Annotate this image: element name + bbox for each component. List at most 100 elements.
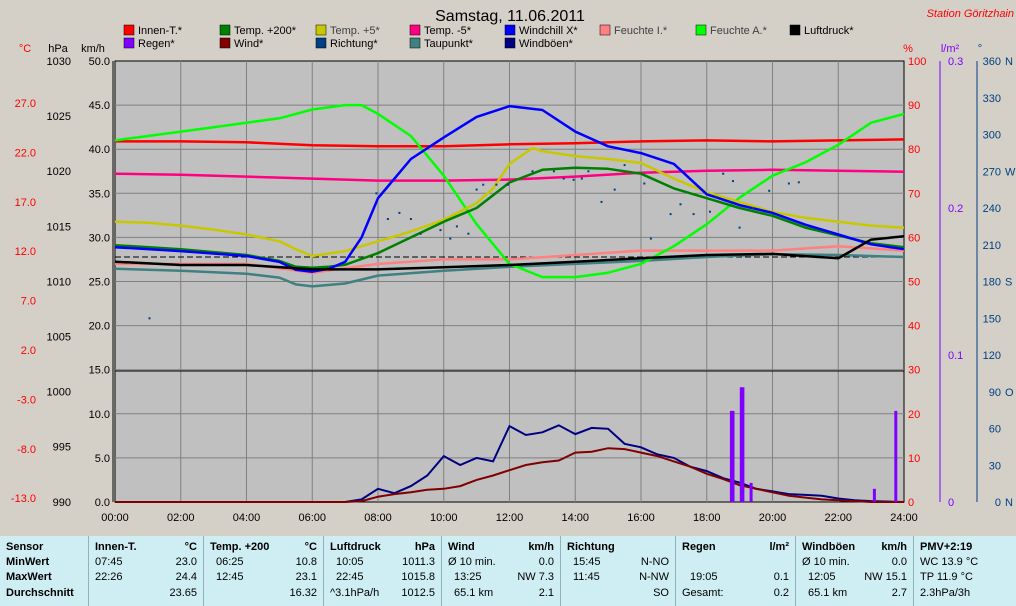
- temp200-max-time: 12:45: [216, 571, 244, 583]
- pct-tick: 80: [908, 144, 920, 156]
- direction-point: [455, 225, 458, 228]
- hpa-tick: 1020: [47, 166, 71, 178]
- richtung-max-time: 11:45: [573, 571, 600, 583]
- innen-unit: °C: [184, 541, 197, 553]
- hpa-tick: 1025: [47, 111, 71, 123]
- pct-tick: 70: [908, 188, 920, 200]
- hpa-tick: 1005: [47, 332, 71, 344]
- axis-header-rain: l/m²: [941, 43, 960, 55]
- temp200-avg-value: 16.32: [289, 587, 317, 599]
- direction-tick: N: [1005, 497, 1013, 509]
- series-temp-5: [114, 146, 905, 258]
- direction-point: [482, 183, 485, 186]
- legend-label: Temp. +200*: [234, 25, 297, 37]
- degree-tick: 0: [995, 497, 1001, 509]
- kmh-tick: 45.0: [89, 100, 110, 112]
- axis-header-hpa: hPa: [48, 43, 68, 55]
- direction-point: [398, 211, 401, 214]
- weather-chart: Samstag, 11.06.2011 Station Göritzhain I…: [10, 8, 1016, 524]
- celsius-tick: 7.0: [21, 296, 36, 308]
- direction-point: [623, 164, 626, 167]
- pct-tick: 10: [908, 453, 920, 465]
- legend-swatch: [409, 24, 421, 36]
- luftdruck-header: Luftdruck: [330, 541, 381, 553]
- innen-max-time: 22:26: [95, 571, 123, 583]
- luftdruck-unit: hPa: [414, 541, 435, 553]
- direction-point: [419, 232, 422, 235]
- degree-tick: 240: [983, 203, 1001, 215]
- celsius-tick: -3.0: [17, 394, 36, 406]
- stats-col-boeen: Windböen km/h Ø 10 min. 0.0 12:05 NW 15.1 6…: [796, 536, 913, 606]
- legend-swatch: [123, 37, 135, 49]
- boeen-max-value: NW 15.1: [864, 571, 907, 583]
- hour-tick: 00:00: [101, 512, 129, 524]
- degree-tick: 120: [983, 350, 1001, 362]
- direction-tick: O: [1005, 387, 1014, 399]
- degree-tick: 210: [983, 240, 1001, 252]
- pmv-header: PMV+2:19: [920, 541, 973, 553]
- hpa-tick: 1000: [47, 387, 71, 399]
- stats-label-max: MaxWert: [6, 571, 52, 583]
- rain-bar: [741, 387, 745, 502]
- celsius-tick: 12.0: [15, 246, 36, 258]
- lower-panel-series: [115, 387, 905, 503]
- wind-max-time: 13:25: [454, 571, 482, 583]
- kmh-tick: 25.0: [89, 277, 110, 289]
- hour-tick: 04:00: [233, 512, 261, 524]
- hpa-tick: 1030: [47, 56, 71, 68]
- direction-tick: N: [1005, 56, 1013, 68]
- legend-swatch: [123, 24, 135, 36]
- kmh-tick: 40.0: [89, 144, 110, 156]
- boeen-avg-value: 2.7: [891, 587, 907, 599]
- boeen-unit: km/h: [881, 541, 907, 553]
- luftdruck-trend: ^3.1hPa/h: [330, 587, 380, 599]
- legend-label: Wind*: [234, 38, 264, 50]
- stats-col-sensor: Sensor MinWert MaxWert Durchschnitt: [0, 536, 88, 606]
- regen-max-value: 0.1: [773, 571, 789, 583]
- direction-point: [692, 213, 695, 216]
- innen-min-time: 07:45: [95, 556, 123, 568]
- direction-point: [768, 189, 771, 192]
- legend-label: Luftdruck*: [804, 25, 854, 37]
- stats-col-innen: Innen-T. °C 07:45 23.0 22:26 24.4 23.65: [89, 536, 203, 606]
- celsius-tick: 27.0: [15, 98, 36, 110]
- boeen-header: Windböen: [802, 541, 856, 553]
- regen-header: Regen: [682, 541, 716, 553]
- regen-unit: l/m²: [769, 541, 789, 553]
- series-temp-5: [114, 168, 905, 182]
- temp200-min-value: 10.8: [295, 556, 317, 568]
- luftdruck-min-value: 1011.3: [402, 556, 435, 568]
- degree-tick: 330: [983, 93, 1001, 105]
- celsius-tick: -8.0: [17, 444, 36, 456]
- direction-point: [409, 218, 412, 220]
- rain-bar: [894, 410, 898, 502]
- pct-tick: 100: [908, 56, 926, 68]
- direction-point: [732, 180, 734, 183]
- direction-point: [375, 192, 378, 195]
- direction-point: [572, 178, 575, 181]
- hour-tick: 18:00: [693, 512, 721, 524]
- innen-header: Innen-T.: [95, 541, 137, 553]
- series-feuchte-a: [114, 103, 905, 279]
- stats-col-temp200: Temp. +200 °C 06:25 10.8 12:45 23.1 16.32: [204, 536, 323, 606]
- degree-tick: 150: [983, 313, 1001, 325]
- series-innen-t: [115, 138, 905, 148]
- rain-bar: [749, 482, 753, 502]
- stats-label-min: MinWert: [6, 556, 50, 568]
- kmh-tick: 10.0: [89, 409, 110, 421]
- pct-tick: 20: [908, 409, 920, 421]
- luftdruck-max-value: 1015.8: [401, 571, 435, 583]
- direction-point: [449, 237, 452, 240]
- pct-tick: 30: [908, 365, 920, 377]
- legend-label: Richtung*: [330, 38, 378, 50]
- hpa-tick: 1015: [47, 221, 71, 233]
- direction-point: [587, 170, 590, 173]
- direction-point: [787, 182, 790, 185]
- direction-point: [709, 210, 711, 213]
- rain-tick: 0.2: [948, 203, 963, 215]
- degree-tick: 90: [989, 387, 1001, 399]
- stats-col-luftdruck: Luftdruck hPa 10:05 1011.3 22:45 1015.8 ^3.…: [324, 536, 441, 606]
- station-name: Station Göritzhain: [927, 8, 1014, 20]
- kmh-tick: 50.0: [89, 56, 110, 68]
- direction-point: [506, 183, 509, 186]
